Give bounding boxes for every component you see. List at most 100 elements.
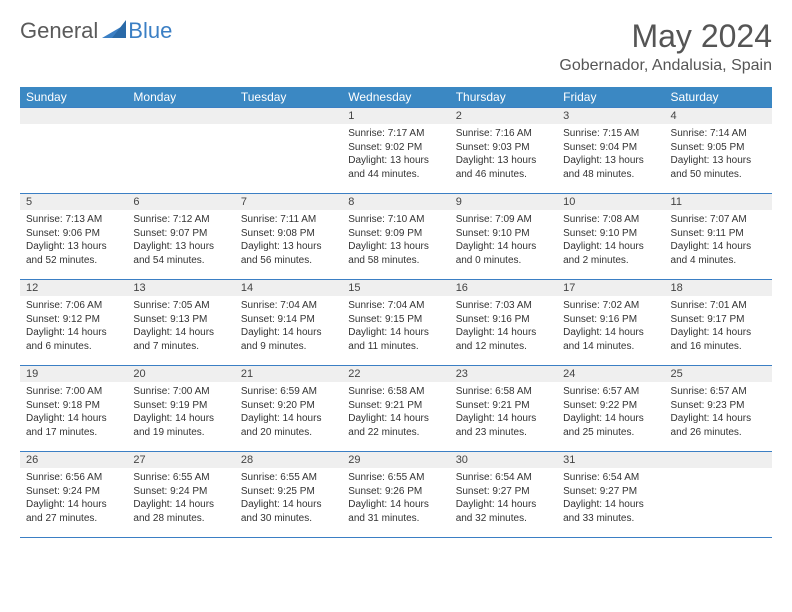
- day-number: 29: [342, 452, 449, 468]
- day-cell: 28Sunrise: 6:55 AMSunset: 9:25 PMDayligh…: [235, 452, 342, 538]
- day-number: 20: [127, 366, 234, 382]
- daylight-text: Daylight: 13 hours and 56 minutes.: [241, 240, 336, 267]
- day-number: 30: [450, 452, 557, 468]
- day-number: [235, 108, 342, 124]
- daylight-text: Daylight: 14 hours and 32 minutes.: [456, 498, 551, 525]
- sunrise-text: Sunrise: 7:17 AM: [348, 127, 443, 141]
- day-header: Saturday: [665, 87, 772, 108]
- day-cell: 9Sunrise: 7:09 AMSunset: 9:10 PMDaylight…: [450, 194, 557, 280]
- day-number: 22: [342, 366, 449, 382]
- day-content: Sunrise: 7:13 AMSunset: 9:06 PMDaylight:…: [20, 210, 127, 271]
- sunrise-text: Sunrise: 6:55 AM: [133, 471, 228, 485]
- week-row: 1 Sunrise: 7:17 AMSunset: 9:02 PM Daylight…: [20, 108, 772, 194]
- day-number: 11: [665, 194, 772, 210]
- day-cell: 17Sunrise: 7:02 AMSunset: 9:16 PMDayligh…: [557, 280, 664, 366]
- sunrise-text: Sunrise: 7:13 AM: [26, 213, 121, 227]
- sunset-text: Sunset: 9:14 PM: [241, 313, 336, 327]
- day-cell: 12Sunrise: 7:06 AMSunset: 9:12 PMDayligh…: [20, 280, 127, 366]
- sunset-text: Sunset: 9:26 PM: [348, 485, 443, 499]
- day-number: 15: [342, 280, 449, 296]
- logo-text-general: General: [20, 18, 98, 44]
- sunset-text: Sunset: 9:10 PM: [456, 227, 551, 241]
- day-content: Sunrise: 7:12 AMSunset: 9:07 PMDaylight:…: [127, 210, 234, 271]
- logo: General Blue: [20, 18, 172, 44]
- day-content: Sunrise: 7:05 AMSunset: 9:13 PMDaylight:…: [127, 296, 234, 357]
- sunset-text: Sunset: 9:05 PM: [671, 141, 766, 155]
- sunrise-text: Sunrise: 7:00 AM: [26, 385, 121, 399]
- day-content: Sunrise: 7:07 AMSunset: 9:11 PMDaylight:…: [665, 210, 772, 271]
- day-number: [127, 108, 234, 124]
- day-number: 24: [557, 366, 664, 382]
- daylight-text: Daylight: 14 hours and 17 minutes.: [26, 412, 121, 439]
- day-header: Thursday: [450, 87, 557, 108]
- day-content: Sunrise: 7:15 AMSunset: 9:04 PMDaylight:…: [557, 124, 664, 185]
- day-cell: 14Sunrise: 7:04 AMSunset: 9:14 PMDayligh…: [235, 280, 342, 366]
- day-cell: 8Sunrise: 7:10 AMSunset: 9:09 PMDaylight…: [342, 194, 449, 280]
- sunrise-text: Sunrise: 6:59 AM: [241, 385, 336, 399]
- day-content: Sunrise: 6:54 AMSunset: 9:27 PMDaylight:…: [450, 468, 557, 529]
- sunrise-text: Sunrise: 7:04 AM: [241, 299, 336, 313]
- sunset-text: Sunset: 9:08 PM: [241, 227, 336, 241]
- sunset-text: Sunset: 9:02 PM: [348, 141, 443, 155]
- day-number: 5: [20, 194, 127, 210]
- sunset-text: Sunset: 9:17 PM: [671, 313, 766, 327]
- sunrise-text: Sunrise: 7:10 AM: [348, 213, 443, 227]
- day-cell: 7Sunrise: 7:11 AMSunset: 9:08 PMDaylight…: [235, 194, 342, 280]
- sunset-text: Sunset: 9:15 PM: [348, 313, 443, 327]
- sunset-text: Sunset: 9:16 PM: [456, 313, 551, 327]
- day-number: 9: [450, 194, 557, 210]
- daylight-text: Daylight: 14 hours and 0 minutes.: [456, 240, 551, 267]
- daylight-text: Daylight: 13 hours and 52 minutes.: [26, 240, 121, 267]
- day-number: 8: [342, 194, 449, 210]
- sunrise-text: Sunrise: 6:57 AM: [563, 385, 658, 399]
- day-number: 7: [235, 194, 342, 210]
- daylight-text: Daylight: 14 hours and 16 minutes.: [671, 326, 766, 353]
- day-cell: 16Sunrise: 7:03 AMSunset: 9:16 PMDayligh…: [450, 280, 557, 366]
- day-number: 3: [557, 108, 664, 124]
- sunrise-text: Sunrise: 7:08 AM: [563, 213, 658, 227]
- week-row: 26Sunrise: 6:56 AMSunset: 9:24 PMDayligh…: [20, 452, 772, 538]
- sunset-text: Sunset: 9:04 PM: [563, 141, 658, 155]
- daylight-text: Daylight: 14 hours and 12 minutes.: [456, 326, 551, 353]
- day-number: 23: [450, 366, 557, 382]
- day-content: Sunrise: 7:14 AMSunset: 9:05 PMDaylight:…: [665, 124, 772, 185]
- day-content: Sunrise: 7:06 AMSunset: 9:12 PMDaylight:…: [20, 296, 127, 357]
- logo-triangle-icon: [102, 20, 126, 43]
- sunset-text: Sunset: 9:20 PM: [241, 399, 336, 413]
- day-cell: 10Sunrise: 7:08 AMSunset: 9:10 PMDayligh…: [557, 194, 664, 280]
- sunset-text: Sunset: 9:11 PM: [671, 227, 766, 241]
- week-row: 5Sunrise: 7:13 AMSunset: 9:06 PMDaylight…: [20, 194, 772, 280]
- daylight-text: Daylight: 13 hours and 46 minutes.: [456, 154, 551, 181]
- sunset-text: Sunset: 9:23 PM: [671, 399, 766, 413]
- day-cell: 11Sunrise: 7:07 AMSunset: 9:11 PMDayligh…: [665, 194, 772, 280]
- day-cell: [665, 452, 772, 538]
- day-header: Wednesday: [342, 87, 449, 108]
- title-block: May 2024 Gobernador, Andalusia, Spain: [559, 18, 772, 75]
- day-number: 14: [235, 280, 342, 296]
- day-content: Sunrise: 7:09 AMSunset: 9:10 PMDaylight:…: [450, 210, 557, 271]
- location: Gobernador, Andalusia, Spain: [559, 57, 772, 75]
- daylight-text: Daylight: 14 hours and 23 minutes.: [456, 412, 551, 439]
- day-number: 1: [342, 108, 449, 124]
- day-cell: 4Sunrise: 7:14 AMSunset: 9:05 PMDaylight…: [665, 108, 772, 194]
- day-content: Sunrise: 6:57 AMSunset: 9:23 PMDaylight:…: [665, 382, 772, 443]
- day-number: 21: [235, 366, 342, 382]
- sunrise-text: Sunrise: 7:06 AM: [26, 299, 121, 313]
- day-cell: 31Sunrise: 6:54 AMSunset: 9:27 PMDayligh…: [557, 452, 664, 538]
- day-number: 19: [20, 366, 127, 382]
- week-row: 19Sunrise: 7:00 AMSunset: 9:18 PMDayligh…: [20, 366, 772, 452]
- sunrise-text: Sunrise: 7:14 AM: [671, 127, 766, 141]
- sunrise-text: Sunrise: 7:15 AM: [563, 127, 658, 141]
- daylight-text: Daylight: 14 hours and 6 minutes.: [26, 326, 121, 353]
- day-cell: [127, 108, 234, 194]
- day-number: [20, 108, 127, 124]
- sunrise-text: Sunrise: 6:54 AM: [456, 471, 551, 485]
- day-content: Sunrise: 6:58 AMSunset: 9:21 PMDaylight:…: [450, 382, 557, 443]
- day-header: Tuesday: [235, 87, 342, 108]
- daylight-text: Daylight: 13 hours and 58 minutes.: [348, 240, 443, 267]
- sunrise-text: Sunrise: 6:58 AM: [348, 385, 443, 399]
- day-cell: 21Sunrise: 6:59 AMSunset: 9:20 PMDayligh…: [235, 366, 342, 452]
- sunset-text: Sunset: 9:16 PM: [563, 313, 658, 327]
- day-content: Sunrise: 7:10 AMSunset: 9:09 PMDaylight:…: [342, 210, 449, 271]
- sunrise-text: Sunrise: 7:09 AM: [456, 213, 551, 227]
